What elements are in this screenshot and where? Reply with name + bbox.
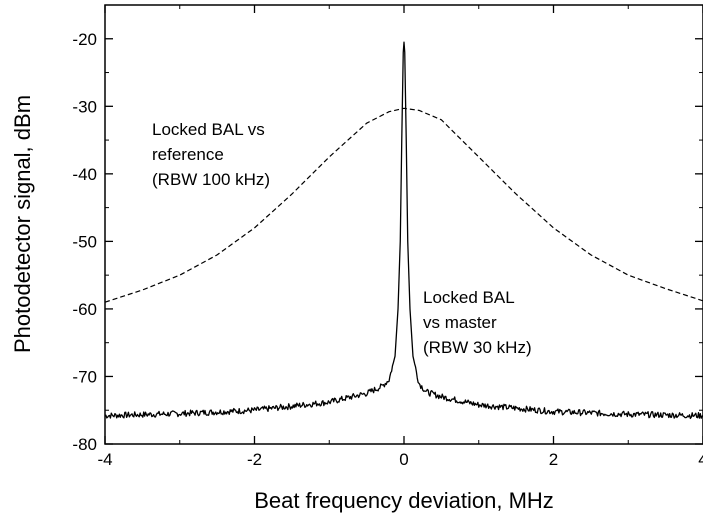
x-tick-label: 4: [698, 450, 703, 469]
y-tick-label: -40: [72, 165, 97, 184]
plot-frame: [104, 4, 703, 445]
annotation-reference: Locked BAL vs reference (RBW 100 kHz): [152, 120, 270, 189]
x-tick-label: -4: [97, 450, 112, 469]
annotation-master-line-2: vs master: [423, 313, 497, 332]
y-tick-label: -30: [72, 97, 97, 116]
y-tick-label: -70: [72, 367, 97, 386]
annotation-master-line-1: Locked BAL: [423, 288, 515, 307]
x-axis-title: Beat frequency deviation, MHz: [254, 488, 554, 513]
y-axis-ticks: -80 -70 -60 -50 -40 -30 -20: [72, 4, 703, 454]
annotation-reference-line-3: (RBW 100 kHz): [152, 170, 270, 189]
x-axis-ticks: -4 -2 0 2 4: [97, 5, 703, 469]
annotation-master: Locked BAL vs master (RBW 30 kHz): [423, 288, 532, 357]
y-axis-title: Photodetector signal, dBm: [10, 95, 35, 353]
x-tick-label: -2: [247, 450, 262, 469]
annotation-reference-line-2: reference: [152, 145, 224, 164]
y-tick-label: -50: [72, 232, 97, 251]
y-tick-label: -80: [72, 435, 97, 454]
x-tick-label: 0: [399, 450, 408, 469]
series-line-reference: [104, 107, 703, 303]
y-tick-label: -60: [72, 300, 97, 319]
x-tick-label: 2: [549, 450, 558, 469]
series-line-master: [104, 41, 703, 420]
annotation-reference-line-1: Locked BAL vs: [152, 120, 265, 139]
annotation-master-line-3: (RBW 30 kHz): [423, 338, 532, 357]
series-layer: [104, 41, 703, 420]
y-tick-label: -20: [72, 30, 97, 49]
